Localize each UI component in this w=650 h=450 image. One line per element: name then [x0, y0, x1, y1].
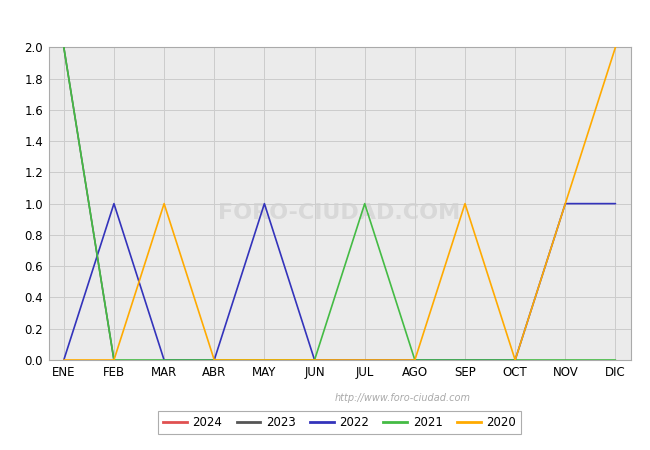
Text: FORO-CIUDAD.COM: FORO-CIUDAD.COM	[218, 203, 461, 223]
Text: http://www.foro-ciudad.com: http://www.foro-ciudad.com	[335, 393, 471, 403]
Text: Matriculaciones de Vehiculos en Torralba: Matriculaciones de Vehiculos en Torralba	[156, 9, 494, 27]
Legend: 2024, 2023, 2022, 2021, 2020: 2024, 2023, 2022, 2021, 2020	[158, 411, 521, 434]
